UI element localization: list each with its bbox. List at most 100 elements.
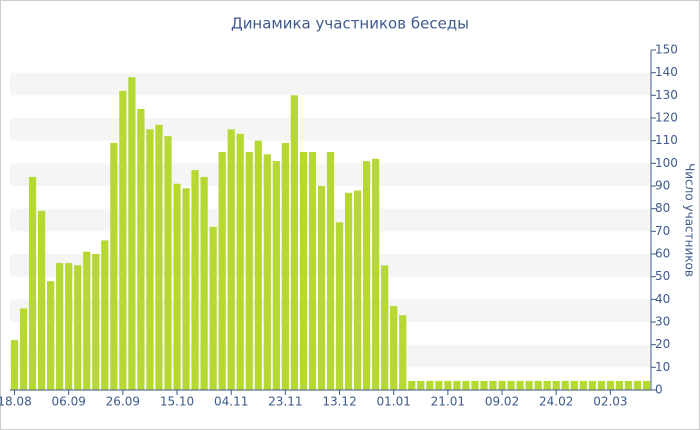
bar bbox=[83, 251, 91, 390]
bar bbox=[119, 90, 127, 391]
bar bbox=[426, 380, 434, 390]
bar bbox=[200, 176, 208, 390]
y-tick-label: 70 bbox=[655, 224, 670, 238]
bar bbox=[579, 380, 587, 390]
bar bbox=[146, 129, 154, 391]
bar bbox=[597, 380, 605, 390]
bar bbox=[299, 152, 308, 390]
bar bbox=[272, 161, 280, 390]
y-tick-label: 50 bbox=[655, 269, 670, 283]
x-tick-label: 23.11 bbox=[268, 395, 302, 409]
y-tick-label: 20 bbox=[655, 337, 670, 351]
x-tick-label: 02.03 bbox=[593, 395, 627, 409]
bar bbox=[363, 161, 371, 390]
x-tick-label: 09.02 bbox=[485, 395, 519, 409]
y-tick-label: 100 bbox=[655, 156, 678, 170]
bar bbox=[173, 183, 181, 390]
y-tick-label: 130 bbox=[655, 88, 678, 102]
bar bbox=[191, 170, 199, 390]
bar bbox=[28, 176, 37, 390]
bar bbox=[561, 380, 569, 390]
y-axis-label: Число участников bbox=[683, 163, 697, 277]
bar bbox=[480, 380, 488, 390]
bar bbox=[326, 152, 335, 390]
bar bbox=[236, 133, 244, 390]
bar bbox=[353, 190, 362, 390]
bar bbox=[498, 380, 506, 390]
bar bbox=[74, 265, 82, 390]
bar bbox=[182, 188, 190, 390]
x-tick-label: 15.10 bbox=[160, 395, 194, 409]
bar bbox=[47, 281, 55, 390]
bar bbox=[642, 380, 651, 390]
bar bbox=[101, 240, 109, 390]
bar bbox=[128, 77, 136, 390]
bar bbox=[218, 152, 226, 390]
bar bbox=[444, 380, 452, 390]
bar bbox=[534, 380, 542, 390]
bar bbox=[344, 192, 353, 390]
bar bbox=[308, 152, 317, 390]
chart-title: Динамика участников беседы bbox=[231, 15, 469, 33]
bar bbox=[525, 380, 533, 390]
y-tick-label: 10 bbox=[655, 360, 670, 374]
bar bbox=[399, 315, 407, 390]
x-tick-label: 04.11 bbox=[214, 395, 248, 409]
bar bbox=[390, 306, 398, 390]
bar bbox=[10, 340, 19, 390]
y-tick-label: 80 bbox=[655, 201, 670, 215]
x-tick-label: 24.02 bbox=[539, 395, 573, 409]
y-tick-label: 150 bbox=[655, 43, 678, 57]
grid-band bbox=[10, 118, 651, 141]
bar bbox=[254, 140, 262, 390]
x-tick-label: 13.12 bbox=[322, 395, 356, 409]
bar bbox=[137, 108, 145, 390]
bar bbox=[19, 308, 28, 390]
x-tick-label: 21.01 bbox=[431, 395, 465, 409]
bar bbox=[209, 226, 217, 390]
bar bbox=[92, 254, 100, 390]
bar bbox=[471, 380, 479, 390]
bar bbox=[290, 95, 298, 390]
bar bbox=[552, 380, 560, 390]
x-tick-label: 18.08 bbox=[0, 395, 32, 409]
bar bbox=[408, 380, 416, 390]
bar bbox=[317, 186, 326, 390]
bar bbox=[417, 380, 425, 390]
y-tick-label: 90 bbox=[655, 179, 670, 193]
x-tick-label: 06.09 bbox=[52, 395, 86, 409]
bar bbox=[615, 380, 624, 390]
bar bbox=[507, 380, 515, 390]
bar bbox=[588, 380, 596, 390]
bar bbox=[570, 380, 578, 390]
bar bbox=[381, 265, 389, 390]
bar bbox=[245, 152, 253, 390]
bar bbox=[372, 158, 380, 390]
bar bbox=[462, 380, 470, 390]
y-tick-label: 40 bbox=[655, 292, 670, 306]
bar bbox=[435, 380, 443, 390]
bar bbox=[633, 380, 642, 390]
y-tick-label: 110 bbox=[655, 133, 678, 147]
x-tick-label: 01.01 bbox=[377, 395, 411, 409]
bar bbox=[110, 142, 118, 390]
x-tick-label: 26.09 bbox=[106, 395, 140, 409]
bar bbox=[65, 263, 73, 390]
y-tick-label: 120 bbox=[655, 111, 678, 125]
bar bbox=[624, 380, 633, 390]
bar bbox=[56, 263, 64, 390]
y-tick-label: 0 bbox=[655, 383, 663, 397]
bar bbox=[453, 380, 461, 390]
bar bbox=[281, 142, 289, 390]
y-tick-label: 60 bbox=[655, 247, 670, 261]
bar bbox=[164, 136, 172, 390]
bar bbox=[516, 380, 524, 390]
bar bbox=[543, 380, 551, 390]
bar bbox=[37, 210, 46, 390]
bar bbox=[606, 380, 614, 390]
bar bbox=[489, 380, 497, 390]
y-tick-label: 30 bbox=[655, 315, 670, 329]
grid-band bbox=[10, 72, 651, 96]
y-tick-label: 140 bbox=[655, 65, 678, 79]
